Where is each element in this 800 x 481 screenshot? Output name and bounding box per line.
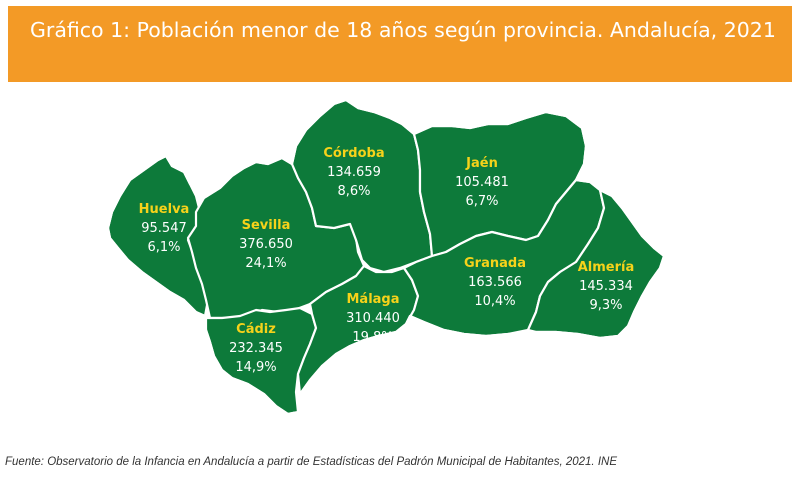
province-name: Almería <box>577 260 635 275</box>
province-percent: 19,8% <box>352 330 394 345</box>
province-percent: 24,1% <box>245 256 287 271</box>
label-granada: Granada 163.566 10,4% <box>452 254 538 311</box>
province-name: Málaga <box>346 292 400 307</box>
province-percent: 9,3% <box>589 298 623 313</box>
label-cordoba: Córdoba 134.659 8,6% <box>312 144 396 201</box>
province-value: 163.566 <box>468 275 522 290</box>
chart-title: Gráfico 1: Población menor de 18 años se… <box>30 18 776 42</box>
province-percent: 6,1% <box>147 240 181 255</box>
province-name: Córdoba <box>323 146 385 161</box>
province-value: 232.345 <box>229 341 283 356</box>
source-note: Fuente: Observatorio de la Infancia en A… <box>5 456 617 468</box>
province-value: 95.547 <box>141 221 187 236</box>
province-value: 105.481 <box>455 175 509 190</box>
chart-title-bar: Gráfico 1: Población menor de 18 años se… <box>8 6 792 82</box>
province-value: 134.659 <box>327 165 381 180</box>
label-almeria: Almería 145.334 9,3% <box>564 258 648 315</box>
province-name: Jaén <box>466 156 498 171</box>
label-cadiz: Cádiz 232.345 14,9% <box>216 320 296 377</box>
province-name: Sevilla <box>241 218 291 233</box>
province-percent: 6,7% <box>465 194 499 209</box>
province-value: 145.334 <box>579 279 633 294</box>
province-percent: 14,9% <box>235 360 277 375</box>
label-jaen: Jaén 105.481 6,7% <box>442 154 522 211</box>
province-value: 376.650 <box>239 237 293 252</box>
label-sevilla: Sevilla 376.650 24,1% <box>226 216 306 273</box>
province-value: 310.440 <box>346 311 400 326</box>
province-name: Granada <box>464 256 526 271</box>
province-percent: 10,4% <box>474 294 516 309</box>
province-name: Huelva <box>138 202 190 217</box>
label-huelva: Huelva 95.547 6,1% <box>126 200 202 257</box>
label-malaga: Málaga 310.440 19,8% <box>330 290 416 347</box>
province-name: Cádiz <box>236 322 276 337</box>
region-outline <box>106 98 666 416</box>
province-percent: 8,6% <box>337 184 371 199</box>
